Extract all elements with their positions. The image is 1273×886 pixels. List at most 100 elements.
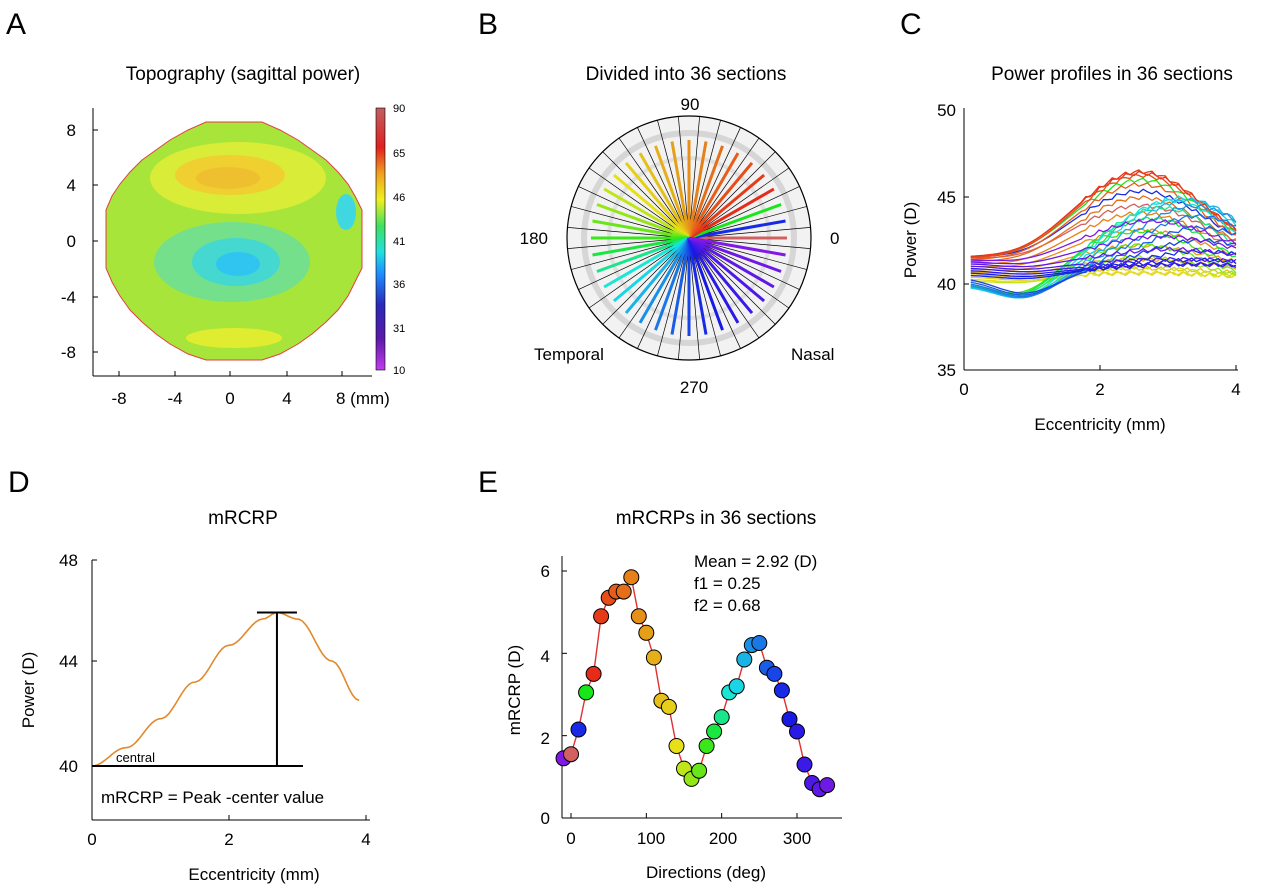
section-divider bbox=[678, 237, 690, 360]
section-ray bbox=[688, 187, 775, 240]
section-divider bbox=[688, 186, 800, 239]
power-profile-line bbox=[970, 210, 1237, 265]
panel-letter-c: C bbox=[900, 8, 922, 41]
section-divider bbox=[571, 206, 690, 239]
power-profile-line bbox=[970, 261, 1237, 273]
section-ray bbox=[688, 236, 786, 257]
panel-c-ylabel: Power (D) bbox=[901, 202, 920, 279]
panel-e-xtick: 300 bbox=[783, 829, 811, 848]
panel-c-ytick: 50 bbox=[937, 101, 956, 120]
section-divider bbox=[588, 237, 690, 309]
power-profile-line bbox=[970, 237, 1237, 294]
f2-annotation: f2 = 0.68 bbox=[694, 596, 761, 615]
section-divider bbox=[688, 237, 811, 249]
panel-e-ytick: 6 bbox=[541, 562, 550, 581]
power-profile-line bbox=[970, 203, 1237, 299]
colorbar-tick: 90 bbox=[393, 103, 405, 115]
panel-a: Topography (sagittal power) bbox=[61, 64, 405, 408]
panel-a-xtick: 4 bbox=[282, 389, 291, 408]
section-divider bbox=[637, 237, 690, 349]
section-divider bbox=[688, 151, 776, 239]
section-divider bbox=[688, 227, 811, 239]
panel-b: Divided into 36 sections 90 180 0 270 Te… bbox=[520, 64, 840, 397]
panel-c-ytick: 45 bbox=[937, 188, 956, 207]
mrcrp-point bbox=[773, 682, 790, 699]
power-profile-lines bbox=[970, 169, 1237, 299]
mrcrp-point bbox=[585, 665, 602, 682]
panel-e-ylabel: mRCRP (D) bbox=[505, 645, 524, 735]
section-divider bbox=[688, 237, 741, 349]
section-ray bbox=[687, 237, 708, 335]
panel-e-xtick: 100 bbox=[637, 829, 665, 848]
colorbar-tick: 41 bbox=[393, 236, 405, 248]
section-ray bbox=[670, 141, 691, 239]
power-profile-line bbox=[970, 169, 1237, 258]
panel-c: Power profiles in 36 sections 0 2 4 50 4… bbox=[901, 64, 1241, 434]
central-label: central bbox=[116, 750, 155, 765]
mrcrp-curve bbox=[91, 611, 360, 767]
section-ray bbox=[688, 236, 766, 303]
panel-a-xtick: 0 bbox=[225, 389, 234, 408]
panel-c-title: Power profiles in 36 sections bbox=[991, 64, 1233, 85]
panel-b-title: Divided into 36 sections bbox=[586, 64, 787, 85]
mrcrp-point bbox=[645, 649, 662, 666]
colorbar-tick: 46 bbox=[393, 192, 405, 204]
mrcrp-point bbox=[781, 711, 798, 728]
panel-c-xtick: 2 bbox=[1095, 380, 1104, 399]
panel-a-ytick: 4 bbox=[67, 176, 76, 195]
section-divider bbox=[688, 237, 700, 360]
section-divider bbox=[688, 237, 800, 290]
section-ray bbox=[687, 161, 754, 239]
label-180: 180 bbox=[520, 229, 548, 248]
section-ray bbox=[687, 237, 740, 324]
label-270: 270 bbox=[680, 378, 708, 397]
panel-e-ytick: 4 bbox=[541, 647, 550, 666]
section-divider bbox=[688, 237, 790, 309]
section-ray bbox=[688, 236, 775, 289]
colorbar-tick: 65 bbox=[393, 148, 405, 160]
panel-a-ytick: -4 bbox=[61, 288, 76, 307]
section-divider bbox=[578, 186, 690, 239]
section-ray bbox=[687, 145, 724, 239]
mrcrp-point bbox=[630, 608, 647, 625]
power-profile-line bbox=[970, 265, 1237, 284]
panel-e-xlabel: Directions (deg) bbox=[646, 863, 766, 882]
label-90: 90 bbox=[681, 95, 700, 114]
section-divider-lines bbox=[567, 116, 811, 360]
mrcrp-point bbox=[593, 608, 610, 625]
section-ray bbox=[624, 161, 691, 239]
section-ray bbox=[603, 187, 690, 240]
section-ray bbox=[603, 236, 690, 289]
mrcrp-point bbox=[638, 624, 655, 641]
section-ray bbox=[638, 237, 691, 324]
panel-a-title: Topography (sagittal power) bbox=[126, 64, 360, 85]
panel-letter-b: B bbox=[478, 8, 498, 41]
mrcrp-point bbox=[706, 723, 723, 740]
panel-a-xtick: 8 (mm) bbox=[336, 389, 390, 408]
power-profile-line bbox=[970, 261, 1237, 275]
label-nasal: Nasal bbox=[791, 345, 834, 364]
section-ray bbox=[638, 152, 691, 239]
section-ray bbox=[624, 237, 691, 315]
mrcrp-formula: mRCRP = Peak -center value bbox=[101, 788, 324, 807]
panel-e-title: mRCRPs in 36 sections bbox=[616, 508, 817, 529]
mrcrp-point bbox=[751, 635, 768, 651]
panel-d-ytick: 48 bbox=[59, 551, 78, 570]
f1-annotation: f1 = 0.25 bbox=[694, 574, 761, 593]
section-ray bbox=[688, 203, 782, 240]
section-divider bbox=[688, 116, 700, 239]
panel-a-ytick: 0 bbox=[67, 232, 76, 251]
section-ray bbox=[592, 219, 690, 240]
section-divider bbox=[618, 137, 690, 239]
panel-e: mRCRPs in 36 sections 0 100 200 300 6 4 … bbox=[505, 508, 842, 882]
polar-ring bbox=[581, 130, 797, 346]
panel-letter-e: E bbox=[478, 466, 498, 499]
panel-letter-a: A bbox=[6, 8, 26, 41]
mrcrp-point bbox=[789, 723, 805, 740]
colorbar-tick: 36 bbox=[393, 279, 405, 291]
section-divider bbox=[688, 167, 790, 239]
panel-d: mRCRP central mRCRP = Peak -center value… bbox=[19, 508, 371, 884]
section-ray bbox=[687, 141, 708, 239]
panel-e-ytick: 0 bbox=[541, 809, 550, 828]
